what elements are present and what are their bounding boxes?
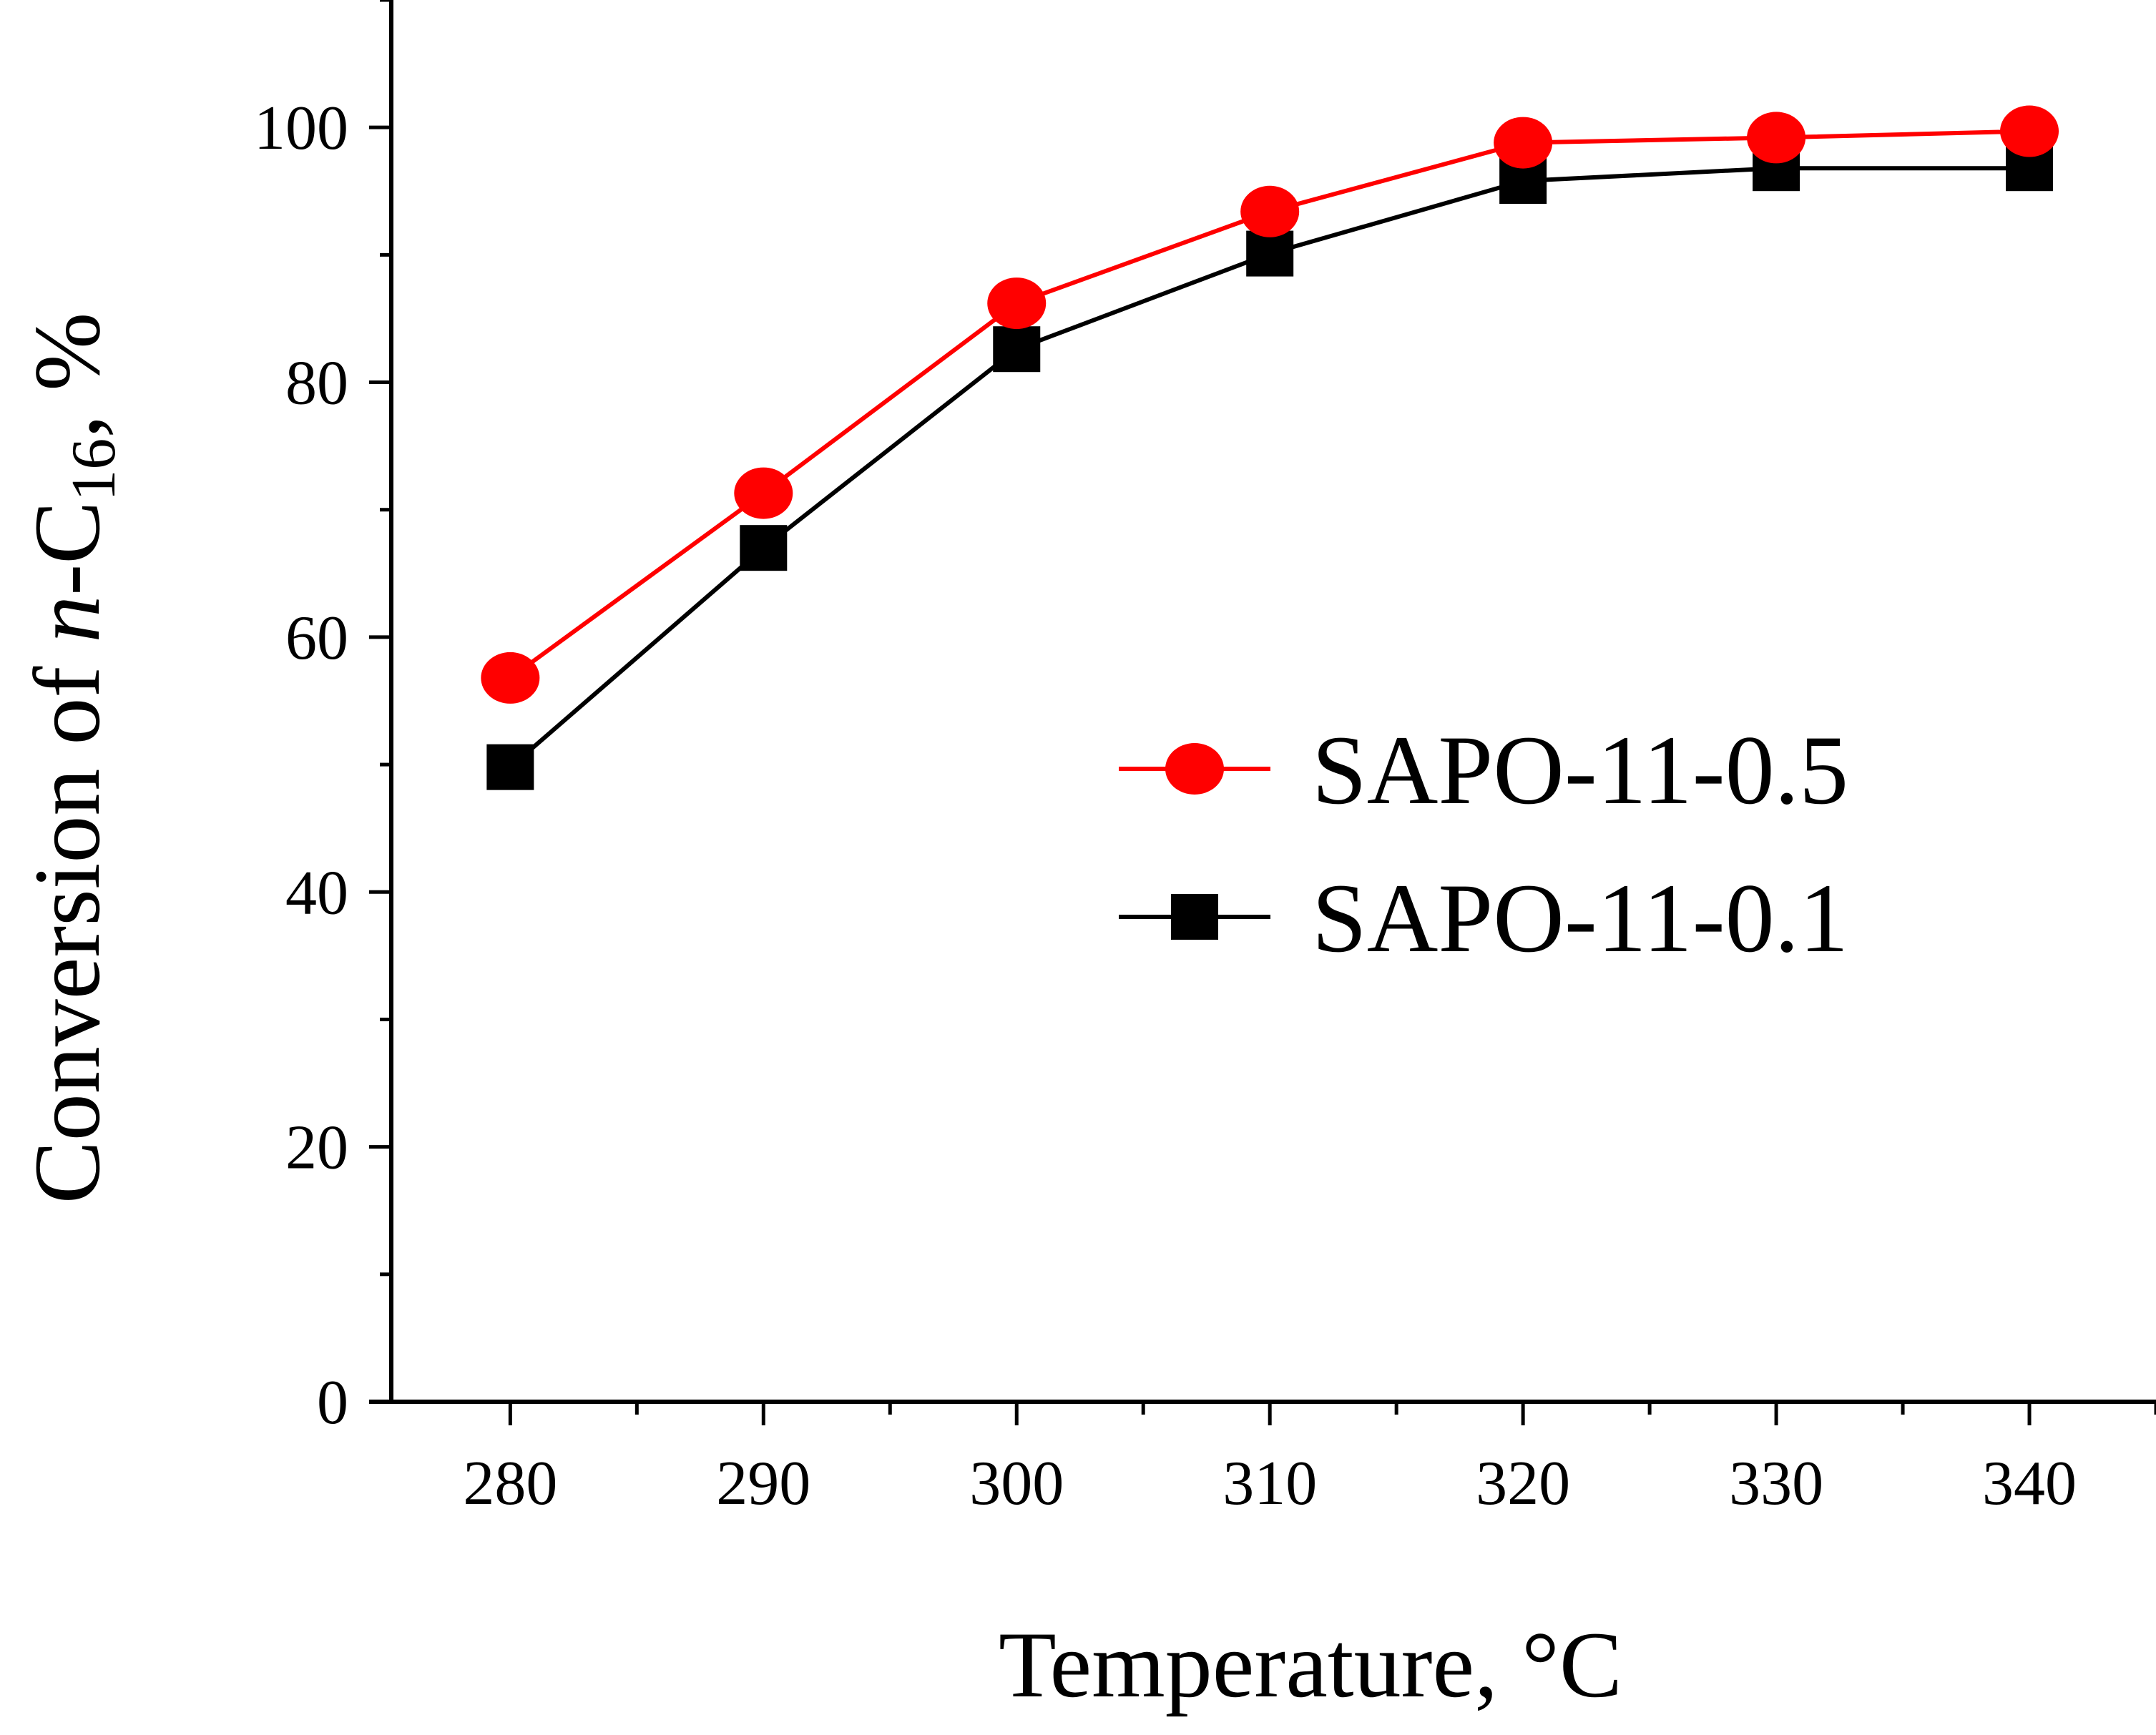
y-axis-title: Conversion of n-C16, %: [14, 313, 129, 1204]
y-axis-title-suffix: , %: [14, 313, 119, 438]
legend-label-SAPO-11-0.5: SAPO-11-0.5: [1312, 715, 1848, 825]
y-axis-title-subscript: 16: [59, 438, 129, 501]
y-tick-label: 80: [285, 349, 348, 418]
y-axis-title-prefix: Conversion of: [14, 643, 119, 1204]
series-layer: [481, 105, 2059, 790]
y-axis-title-middle: -C: [14, 501, 119, 596]
ticks: [369, 0, 2156, 1425]
axes: [369, 0, 2156, 1404]
x-tick-label: 320: [1476, 1449, 1570, 1518]
x-tick-label: 340: [1982, 1449, 2077, 1518]
data-point-SAPO-11-0.1: [1246, 230, 1294, 277]
y-tick-label: 40: [285, 858, 348, 928]
tick-labels: 0 20 40 60 80 100 280 290 300 310 320 330 340: [254, 94, 2077, 1518]
x-tick-label: 310: [1222, 1449, 1317, 1518]
data-point-SAPO-11-0.1: [740, 525, 788, 571]
x-tick-label: 290: [716, 1449, 810, 1518]
y-axis-title-italic: n: [14, 596, 119, 643]
x-axis-title: Temperature, °C: [999, 1612, 1622, 1717]
data-point-SAPO-11-0.5: [481, 652, 540, 704]
y-tick-label: 100: [254, 94, 348, 163]
data-point-SAPO-11-0.5: [1240, 185, 1300, 237]
x-tick-label: 300: [969, 1449, 1064, 1518]
data-point-SAPO-11-0.5: [734, 467, 793, 519]
legend-marker-SAPO-11-0.5: [1165, 743, 1224, 795]
y-tick-label: 0: [317, 1368, 348, 1437]
data-point-SAPO-11-0.5: [987, 277, 1047, 330]
x-tick-label: 280: [463, 1449, 557, 1518]
data-point-SAPO-11-0.5: [1494, 117, 1553, 169]
y-tick-label: 60: [285, 604, 348, 673]
data-point-SAPO-11-0.1: [993, 326, 1041, 373]
legend: SAPO-11-0.5 SAPO-11-0.1: [1119, 715, 1848, 973]
data-point-SAPO-11-0.1: [486, 744, 534, 790]
x-tick-label: 330: [1729, 1449, 1823, 1518]
data-point-SAPO-11-0.5: [2000, 105, 2059, 157]
y-tick-label: 20: [285, 1114, 348, 1183]
legend-label-SAPO-11-0.1: SAPO-11-0.1: [1312, 863, 1848, 973]
data-point-SAPO-11-0.5: [1747, 112, 1806, 164]
legend-marker-SAPO-11-0.1: [1171, 894, 1218, 940]
